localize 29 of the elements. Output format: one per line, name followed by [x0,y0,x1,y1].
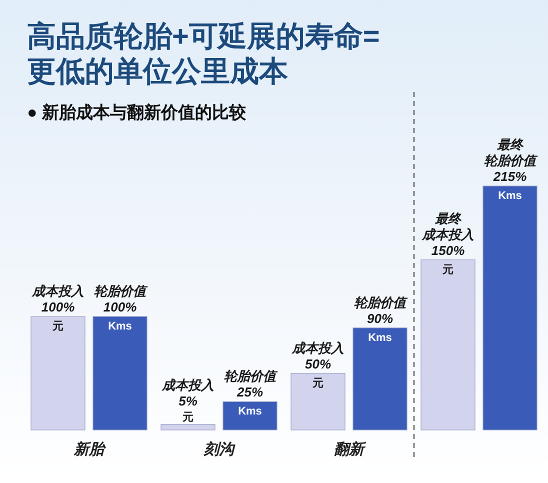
data-label: 轮胎价值 100% [94,284,148,315]
series-label: 元 [182,411,194,424]
data-label: 轮胎价值 90% [354,294,408,326]
bar [222,401,278,430]
data-label: 最终轮胎价值 215% [484,137,538,184]
text: 元 [312,377,324,390]
series-label: Kms [108,320,132,333]
data-label: 成本投入 100% [31,284,84,315]
bar [30,316,86,430]
bar [160,424,216,430]
bar [482,186,538,430]
bar [352,328,408,430]
bar [92,316,148,430]
data-label: 成本投入 50% [291,340,344,372]
text: Kms [498,190,522,202]
text: 元 [442,264,454,276]
text: Kms [368,332,392,344]
data-label: 成本投入 5% [161,377,214,408]
bar [290,372,346,430]
data-label: 最终成本投入 150% [421,210,474,258]
x-tick-label: 新胎 [73,440,106,458]
text: Kms [238,406,262,418]
x-tick-label: 刻沟 [203,440,236,458]
data-label: 轮胎价值 25% [224,368,278,400]
bar [420,259,476,430]
chart-title: 高品质轮胎+可延展的寿命= 更低的单位公里成本 [27,20,380,88]
x-tick-label: 翻新 [334,440,367,458]
chart-subtitle: ● 新胎成本与翻新价值的比较 [27,103,247,122]
text: 元 [52,320,64,333]
